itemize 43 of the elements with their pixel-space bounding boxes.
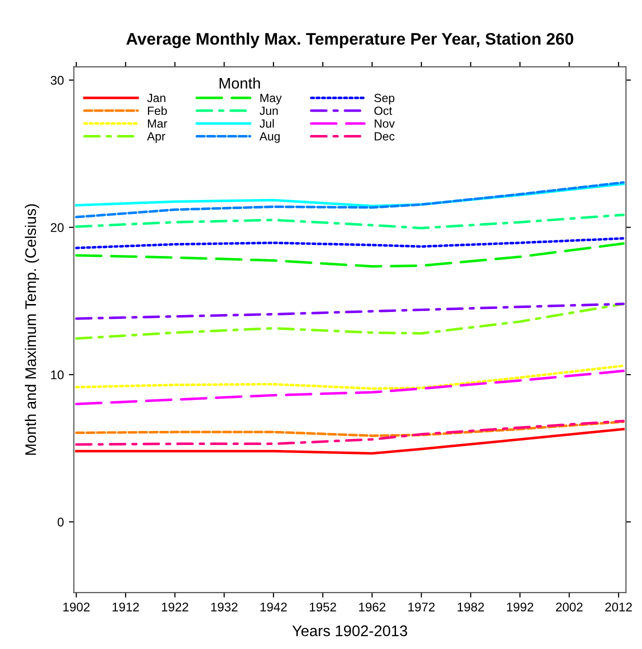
- x-tick-label: 1932: [211, 602, 238, 612]
- x-tick-label: 1982: [458, 602, 484, 612]
- legend-label: Feb: [148, 106, 167, 115]
- legend-label: Oct: [374, 106, 392, 115]
- legend-label: Mar: [148, 119, 168, 128]
- x-tick-label: 1962: [359, 602, 386, 612]
- line-series: [75, 242, 625, 268]
- y-tick-label: 0: [58, 518, 64, 527]
- legend-label: Aug: [259, 132, 280, 143]
- x-tick-label: 1922: [162, 602, 188, 612]
- x-axis-title: Years 1902-2013: [292, 625, 408, 636]
- x-tick-label: 1912: [112, 602, 139, 612]
- y-tick-label: 30: [50, 76, 64, 85]
- legend-label: Apr: [147, 132, 166, 143]
- line-series: [75, 237, 625, 250]
- legend-label: Jun: [260, 106, 278, 115]
- legend-label: Dec: [374, 132, 395, 140]
- x-tick-label: 1992: [507, 602, 534, 612]
- line-series: [75, 420, 625, 437]
- legend-label: May: [260, 94, 282, 104]
- line-series: [75, 181, 625, 218]
- x-tick-label: 1952: [310, 602, 336, 612]
- line-series: [75, 214, 625, 230]
- legend-label: Jan: [147, 94, 166, 102]
- legend-label: Nov: [374, 119, 395, 128]
- line-series: [75, 302, 625, 320]
- line-series: [75, 420, 625, 446]
- line-series: [75, 370, 625, 406]
- x-tick-label: 1902: [63, 602, 90, 612]
- x-tick-label: 1972: [408, 602, 435, 612]
- y-tick-label: 10: [51, 370, 64, 380]
- line-series: [75, 302, 625, 340]
- line-series: [75, 364, 625, 390]
- legend-label: Sep: [374, 94, 394, 104]
- chart-title: Average Monthly Max. Temperature Per Year, Station 260: [126, 32, 574, 48]
- legend-title: Month: [220, 77, 260, 89]
- legend-label: Jul: [260, 119, 274, 128]
- x-tick-label: 2012: [605, 602, 632, 612]
- line-series: [75, 428, 625, 455]
- y-tick-label: 20: [50, 223, 64, 232]
- y-axis-title: Month and Maximum Temp. (Celsius): [24, 204, 40, 455]
- x-tick-label: 2002: [556, 602, 583, 612]
- x-tick-label: 1942: [260, 602, 287, 612]
